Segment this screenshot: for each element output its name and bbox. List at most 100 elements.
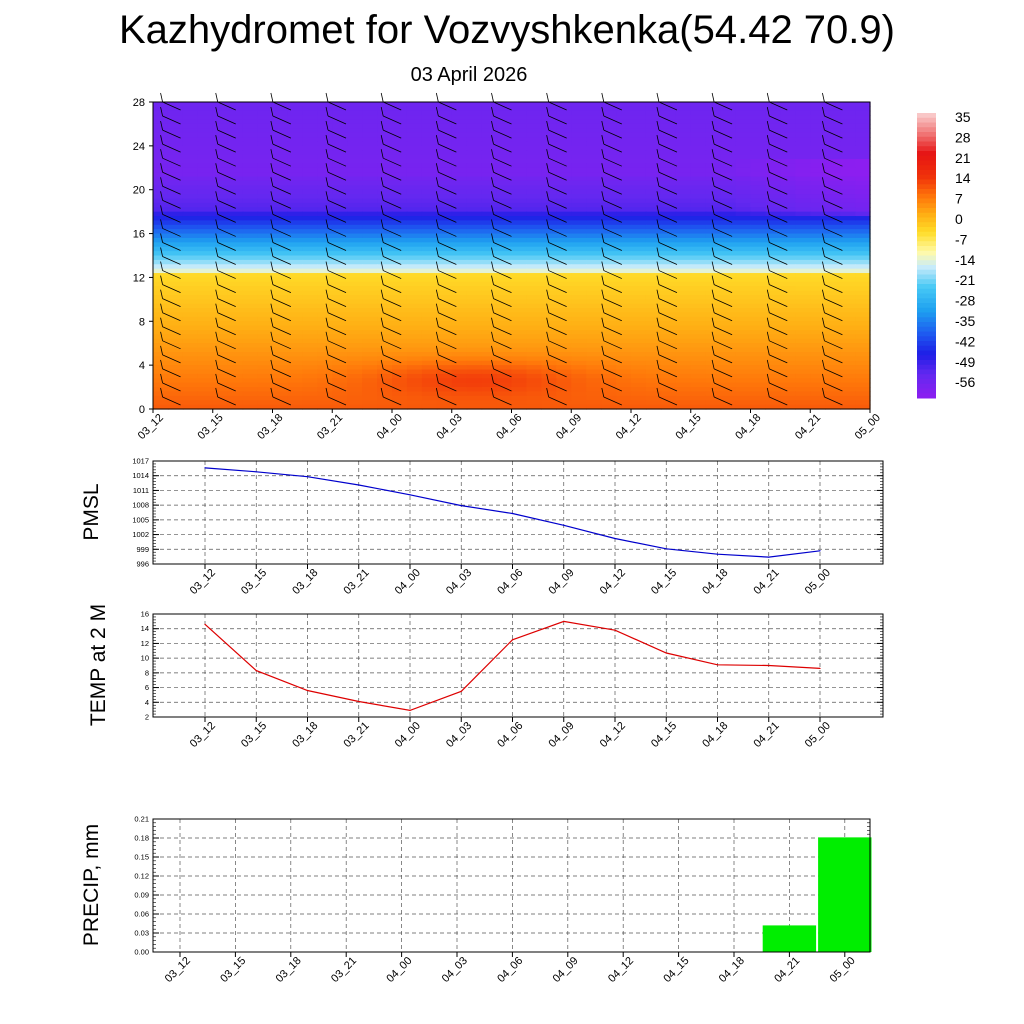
heatmap-cell bbox=[182, 137, 199, 143]
heatmap-cell bbox=[690, 137, 707, 143]
heatmap-cell bbox=[167, 141, 184, 147]
heatmap-cell bbox=[660, 137, 677, 143]
heatmap-cell bbox=[556, 211, 572, 217]
wind-barb bbox=[327, 185, 347, 195]
heatmap-cell bbox=[287, 211, 303, 217]
wind-barb bbox=[217, 143, 236, 153]
heatmap-cell bbox=[780, 308, 796, 314]
heatmap-cell bbox=[302, 303, 318, 309]
heatmap-cell bbox=[406, 255, 423, 261]
heatmap-cell bbox=[182, 102, 199, 107]
wind-barb bbox=[162, 340, 181, 350]
heatmap-cell bbox=[451, 167, 468, 173]
heatmap-cell bbox=[212, 132, 229, 138]
heatmap-cell bbox=[377, 259, 393, 265]
heatmap-cell bbox=[347, 360, 363, 366]
heatmap-cell bbox=[272, 141, 289, 147]
wind-barb-flag bbox=[325, 275, 329, 285]
heatmap-cell bbox=[481, 233, 498, 239]
heatmap-cell bbox=[436, 268, 453, 274]
heatmap-cell bbox=[631, 391, 647, 397]
wind-barb-flag bbox=[325, 205, 329, 215]
heatmap-cell bbox=[750, 330, 767, 336]
heatmap-cell bbox=[317, 154, 333, 160]
wind-barb bbox=[272, 312, 292, 322]
colorbar-segment bbox=[917, 203, 936, 209]
heatmap-cell bbox=[317, 224, 333, 230]
heatmap-cell bbox=[272, 281, 289, 287]
heatmap-cell bbox=[197, 290, 214, 296]
heatmap-cell bbox=[810, 356, 826, 362]
heatmap-cell bbox=[660, 294, 677, 300]
heatmap-cell bbox=[795, 242, 811, 248]
heatmap-cell bbox=[810, 246, 826, 252]
heatmap-cell bbox=[690, 229, 707, 235]
heatmap-cell bbox=[451, 145, 468, 151]
heatmap-cell bbox=[660, 351, 677, 357]
heatmap-cell bbox=[675, 172, 692, 178]
wind-barb bbox=[824, 368, 843, 378]
heatmap-cell bbox=[720, 251, 737, 257]
heatmap-cell bbox=[631, 185, 647, 191]
heatmap-cell bbox=[735, 360, 752, 366]
wind-barb bbox=[603, 157, 622, 167]
heatmap-cell bbox=[690, 268, 707, 274]
heatmap-cell bbox=[317, 220, 333, 226]
heatmap-cell bbox=[855, 347, 871, 353]
xtick-label: 03_12 bbox=[188, 567, 218, 597]
heatmap-cell bbox=[855, 373, 871, 379]
heatmap-cell bbox=[227, 338, 244, 344]
heatmap-cell bbox=[735, 400, 752, 406]
heatmap-cell bbox=[795, 277, 811, 283]
heatmap-cell bbox=[645, 202, 662, 208]
heatmap-cell bbox=[287, 237, 303, 243]
heatmap-cell bbox=[825, 211, 841, 217]
heatmap-cell bbox=[242, 281, 259, 287]
heatmap-cell bbox=[421, 325, 438, 331]
wind-barb-flag bbox=[491, 373, 494, 384]
heatmap-cell bbox=[362, 237, 378, 243]
heatmap-cell bbox=[780, 325, 796, 331]
heatmap-cell bbox=[317, 119, 333, 125]
heatmap-cell bbox=[466, 281, 483, 287]
heatmap-cell bbox=[601, 395, 617, 401]
heatmap-cell bbox=[377, 290, 393, 296]
heatmap-cell bbox=[601, 141, 617, 147]
heatmap-cell bbox=[601, 185, 617, 191]
heatmap-cell bbox=[257, 290, 274, 296]
heatmap-cell bbox=[511, 395, 528, 401]
heatmap-cell bbox=[855, 176, 871, 182]
heatmap-cell bbox=[825, 343, 841, 349]
heatmap-cell bbox=[765, 378, 781, 384]
heatmap-cell bbox=[481, 308, 498, 314]
heatmap-cell bbox=[601, 290, 617, 296]
wind-barb-flag bbox=[601, 275, 605, 285]
heatmap-cell bbox=[167, 316, 184, 322]
heatmap-cell bbox=[377, 154, 393, 160]
heatmap-cell bbox=[242, 308, 259, 314]
wind-barb bbox=[824, 228, 843, 237]
heatmap-cell bbox=[556, 281, 572, 287]
heatmap-cell bbox=[690, 246, 707, 252]
heatmap-cell bbox=[810, 189, 826, 195]
heatmap-cell bbox=[362, 264, 378, 270]
heatmap-cell bbox=[526, 338, 542, 344]
heatmap-cell bbox=[795, 378, 811, 384]
heatmap-cell bbox=[765, 189, 781, 195]
heatmap-cell bbox=[810, 351, 826, 357]
heatmap-cell bbox=[586, 137, 602, 143]
heatmap-cell bbox=[631, 119, 647, 125]
heatmap-cell bbox=[182, 211, 199, 217]
heatmap-cell bbox=[541, 150, 557, 156]
colorbar-segment bbox=[917, 127, 936, 133]
heatmap-cell bbox=[153, 334, 169, 340]
heatmap-cell bbox=[197, 338, 214, 344]
heatmap-cell bbox=[406, 128, 423, 134]
heatmap-cell bbox=[795, 255, 811, 261]
heatmap-cell bbox=[347, 185, 363, 191]
heatmap-cell bbox=[705, 102, 722, 107]
heatmap-cell bbox=[631, 395, 647, 401]
heatmap-cell bbox=[750, 172, 767, 178]
heatmap-cell bbox=[436, 128, 453, 134]
heatmap-cell bbox=[287, 132, 303, 138]
